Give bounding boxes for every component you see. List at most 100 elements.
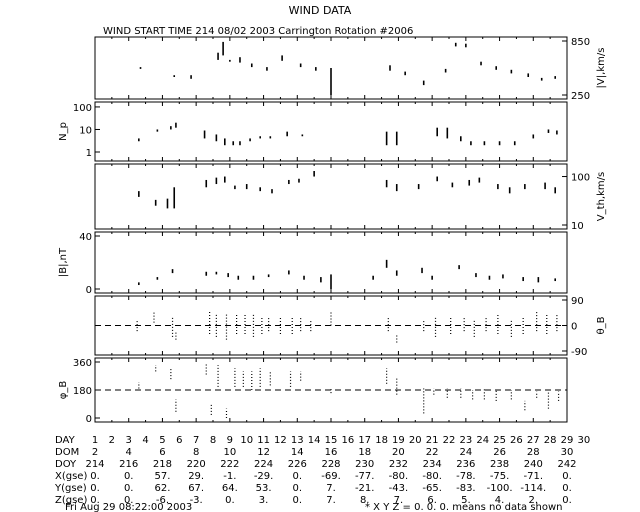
table-cell-doy: 242 <box>557 459 576 470</box>
table-cell-x_gse: -77. <box>355 471 375 482</box>
y-tick-label-phib: 360 <box>73 358 92 369</box>
table-cell-x_gse: 0. <box>124 471 134 482</box>
panel-np: 100 10 1 N_p <box>58 101 568 162</box>
table-cell-doy: 218 <box>153 459 172 470</box>
table-cell-z_gse: 0. <box>225 495 235 506</box>
table-day-cell: 12 <box>274 435 287 446</box>
y-tick-label-phib: 0 <box>86 414 92 425</box>
y-tick-label-vth: 100 <box>571 173 590 184</box>
table-cell-dom: 14 <box>291 447 304 458</box>
table-day-cell: 9 <box>227 435 233 446</box>
table-cell-x_gse: -80. <box>389 471 409 482</box>
table-day-cell: 21 <box>426 435 439 446</box>
table-cell-doy: 224 <box>254 459 273 470</box>
table-day-cell: 11 <box>257 435 270 446</box>
table-cell-doy: 226 <box>288 459 307 470</box>
table-day-cell: 23 <box>459 435 472 446</box>
table-cell-dom: 28 <box>527 447 540 458</box>
table-cell-z_gse: 0. <box>293 495 303 506</box>
table-day-cell: 29 <box>561 435 574 446</box>
table-cell-z_gse: 2. <box>529 495 539 506</box>
y-tick-label-phib: 180 <box>73 386 92 397</box>
y-tick-label-thetab: 0 <box>571 322 577 333</box>
panel-thetab: 90 0 -90 θ_B <box>94 295 607 358</box>
table-day-cell: 18 <box>375 435 388 446</box>
panel-b: 40 0 |B|,nT <box>58 231 568 296</box>
y-tick-label-v: 250 <box>571 91 590 102</box>
table-cell-y_gse: -83. <box>456 483 476 494</box>
table-day-cell: 14 <box>308 435 321 446</box>
table-cell-z_gse: 6. <box>427 495 437 506</box>
table-day-cell: 16 <box>341 435 354 446</box>
table-day-cell: 8 <box>210 435 216 446</box>
table-cell-doy: 232 <box>389 459 408 470</box>
table-row-label: X(gse) <box>55 471 87 482</box>
table-cell-x_gse: -78. <box>456 471 476 482</box>
table-day-cell: 1 <box>92 435 98 446</box>
footer-note: * X Y Z = 0. 0. 0. means no data shown <box>365 502 563 512</box>
table-cell-doy: 230 <box>355 459 374 470</box>
table-cell-y_gse: 0. <box>562 483 572 494</box>
table-cell-x_gse: 0. <box>293 471 303 482</box>
table-day-cell: 25 <box>493 435 506 446</box>
y-tick-label-b: 0 <box>86 285 92 296</box>
table-cell-dom: 22 <box>426 447 439 458</box>
table-cell-y_gse: -21. <box>355 483 375 494</box>
table-cell-y_gse: -65. <box>422 483 442 494</box>
table-cell-y_gse: -100. <box>487 483 513 494</box>
table-row-label: Y(gse) <box>54 483 87 494</box>
table-cell-dom: 4 <box>126 447 132 458</box>
y-tick-label-np: 1 <box>86 148 92 159</box>
table-cell-z_gse: 0. <box>562 495 572 506</box>
table-day-cell: 5 <box>159 435 165 446</box>
table-day-cell: 10 <box>240 435 253 446</box>
table-day-cell: 28 <box>544 435 557 446</box>
table-day-cell: 15 <box>325 435 338 446</box>
table-cell-z_gse: 0. <box>124 495 134 506</box>
table-cell-z_gse: 7. <box>326 495 336 506</box>
table-day-cell: 22 <box>443 435 456 446</box>
axis-label-v: |V|,km/s <box>596 48 607 89</box>
table-day-cell: 26 <box>510 435 523 446</box>
table-cell-x_gse: -1. <box>223 471 236 482</box>
table-cell-x_gse: 0. <box>90 471 100 482</box>
table-cell-dom: 18 <box>358 447 371 458</box>
y-tick-label-np: 10 <box>79 125 92 136</box>
table-cell-dom: 26 <box>493 447 506 458</box>
table-day-cell: 27 <box>527 435 540 446</box>
footer-date: Fri Aug 29 08:22:00 2003 <box>65 502 192 512</box>
table-cell-y_gse: 0. <box>90 483 100 494</box>
table-cell-z_gse: 5. <box>461 495 471 506</box>
panels-group: 850 250 |V|,km/s 100 10 1 N_p 100 10 V_th,km/s 40 0… <box>58 36 607 425</box>
table-cell-doy: 236 <box>456 459 475 470</box>
axis-label-b: |B|,nT <box>58 247 69 277</box>
table-cell-x_gse: -80. <box>422 471 442 482</box>
table-cell-y_gse: 0. <box>293 483 303 494</box>
table-cell-dom: 10 <box>223 447 236 458</box>
panel-v: 850 250 |V|,km/s <box>94 36 607 102</box>
table-cell-doy: 238 <box>490 459 509 470</box>
table-cell-z_gse: 7. <box>394 495 404 506</box>
table-cell-x_gse: 0. <box>562 471 572 482</box>
table-cell-x_gse: -29. <box>254 471 274 482</box>
axis-label-phib: φ_B <box>58 381 69 400</box>
table-cell-z_gse: 3. <box>259 495 269 506</box>
chart-subtitle: WIND START TIME 214 08/02 2003 Carringto… <box>103 26 413 37</box>
table-day-cell: 13 <box>291 435 304 446</box>
table-cell-dom: 30 <box>561 447 574 458</box>
panel-frame-vth <box>94 163 568 230</box>
table-cell-z_gse: 0. <box>90 495 100 506</box>
table-day-cell: 6 <box>176 435 182 446</box>
table-day-cell: 19 <box>392 435 405 446</box>
table-cell-y_gse: 53. <box>256 483 272 494</box>
panel-frame-np <box>94 101 568 162</box>
table-cell-z_gse: 4. <box>495 495 505 506</box>
table-cell-x_gse: 57. <box>154 471 170 482</box>
table-cell-dom: 2 <box>92 447 98 458</box>
axis-label-vth: V_th,km/s <box>596 172 607 221</box>
table-cell-x_gse: 29. <box>188 471 204 482</box>
table-cell-doy: 228 <box>321 459 340 470</box>
table-row-label: DAY <box>55 435 76 446</box>
table-cell-y_gse: 7. <box>326 483 336 494</box>
